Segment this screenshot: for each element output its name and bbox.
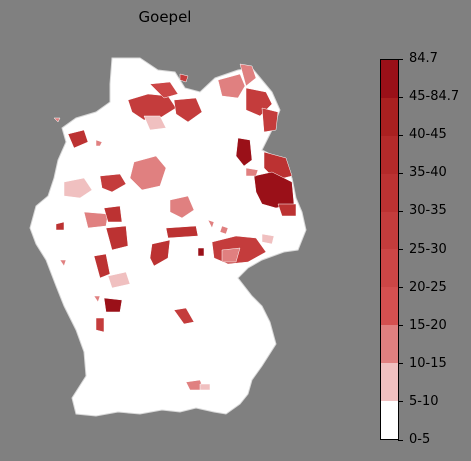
district-southwest-3 (103, 297, 123, 313)
colorbar-tick-label: 5-10 (409, 393, 439, 409)
district-central-2 (99, 173, 127, 193)
colorbar-tick (398, 210, 403, 212)
districts (53, 63, 297, 391)
district-southwest-7 (93, 295, 101, 303)
colorbar-tick-label: 15-20 (409, 317, 447, 333)
district-central-8 (165, 225, 199, 239)
colorbar-tick-label: 30-35 (409, 203, 447, 219)
colorbar-band-6 (381, 211, 398, 250)
district-north-1 (127, 93, 177, 121)
district-south-1 (173, 307, 195, 325)
colorbar-band-3 (381, 325, 398, 364)
colorbar-band-4 (381, 287, 398, 326)
colorbar-band-1 (381, 401, 398, 439)
district-central-9 (149, 239, 171, 267)
district-north-4 (143, 115, 167, 131)
colorbar-tick-label: 25-30 (409, 241, 447, 257)
district-central-7 (105, 225, 129, 251)
district-central-3 (63, 177, 93, 199)
district-east-1 (235, 137, 253, 167)
district-central-12 (261, 233, 275, 245)
district-southwest-4 (95, 317, 105, 333)
colorbar-tick (398, 325, 403, 327)
colorbar-tick-label: 35-40 (409, 165, 447, 181)
colorbar-band-8 (381, 135, 398, 174)
district-northeast-4 (261, 107, 279, 133)
district-northeast-2 (239, 63, 257, 87)
colorbar-band-2 (381, 363, 398, 402)
district-north-2 (149, 81, 179, 99)
district-southwest-1 (93, 253, 111, 279)
colorbar-tick (398, 96, 403, 98)
colorbar (380, 59, 399, 440)
colorbar-band-5 (381, 249, 398, 288)
district-east-5 (245, 167, 259, 177)
colorbar-tick (398, 172, 403, 174)
district-northwest-1 (67, 129, 89, 149)
colorbar-tick (398, 58, 403, 60)
colorbar-tick-label: 84.7 (409, 51, 438, 66)
colorbar-band-7 (381, 173, 398, 212)
colorbar-tick-label: 45-84.7 (409, 89, 460, 105)
colorbar-tick (398, 249, 403, 250)
district-central-15 (219, 225, 229, 235)
colorbar-tick-label: 10-15 (409, 355, 447, 371)
district-central-4 (169, 195, 195, 219)
colorbar-tick-label: 20-25 (409, 279, 447, 295)
colorbar-tick (398, 363, 403, 365)
district-southwest-2 (107, 271, 131, 289)
district-northwest-2 (53, 117, 61, 123)
colorbar-band-9 (381, 97, 398, 136)
district-central-1 (129, 155, 167, 191)
district-central-13 (197, 247, 205, 257)
district-southwest-5 (55, 221, 65, 231)
district-southwest-6 (59, 259, 67, 267)
colorbar-tick (398, 439, 403, 441)
district-north-5 (179, 73, 189, 83)
colorbar-tick (398, 287, 403, 289)
colorbar-tick (398, 401, 403, 403)
district-east-4 (277, 203, 297, 217)
colorbar-tick (398, 134, 403, 136)
district-northeast-1 (217, 73, 246, 99)
map-title: Goepel (138, 8, 192, 26)
colorbar-tick-label: 0-5 (409, 432, 431, 447)
colorbar-band-10 (381, 59, 398, 98)
district-south-3 (199, 383, 211, 391)
district-central-14 (207, 219, 215, 229)
district-central-6 (103, 205, 123, 223)
district-central-11 (221, 247, 241, 263)
colorbar-tick-label: 40-45 (409, 127, 447, 143)
district-central-16 (95, 139, 103, 147)
district-north-3 (173, 97, 203, 123)
district-central-5 (83, 211, 109, 229)
